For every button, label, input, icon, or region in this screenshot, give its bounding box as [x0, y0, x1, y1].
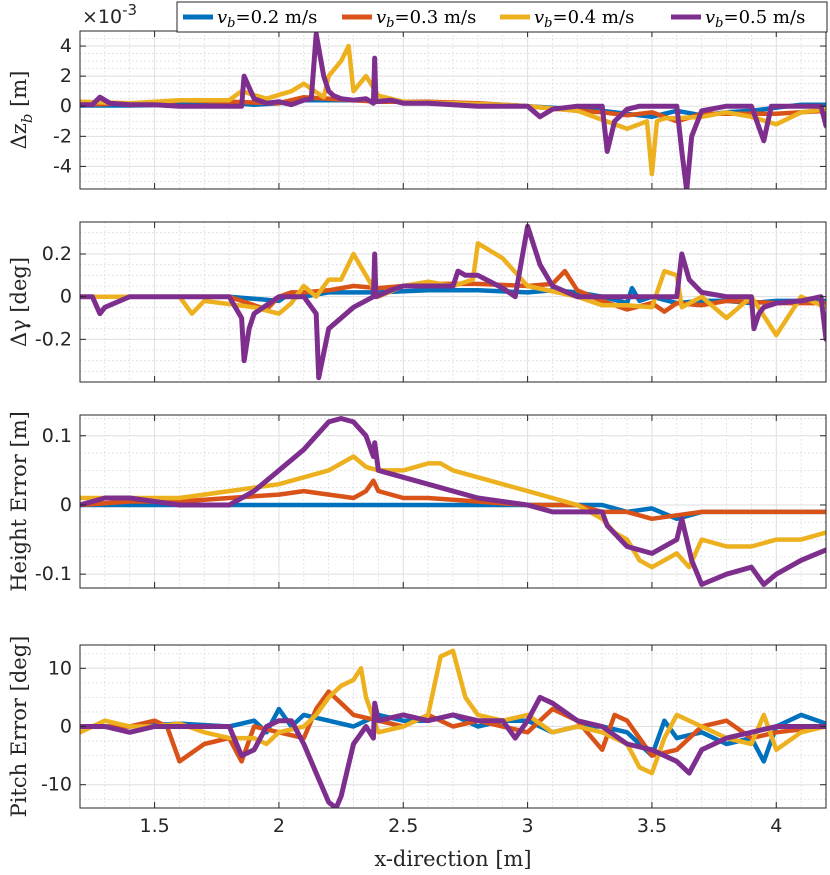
- y-tick-label: -2: [53, 125, 72, 147]
- x-tick-label: 2.5: [388, 815, 418, 837]
- series-line-2: [80, 268, 826, 314]
- series-line-3: [80, 241, 826, 338]
- y-tick-label: 10: [48, 657, 72, 679]
- legend-label: vb=0.2 m/s: [217, 7, 317, 31]
- x-axis-label-layer: x-direction [m]: [374, 847, 531, 871]
- x-tick-label: 2: [273, 815, 285, 837]
- legend: vb=0.2 m/s vb=0.3 m/s vb=0.4 m/s vb=0.5 m/s: [176, 1, 828, 33]
- y-tick-label: -4: [53, 155, 72, 177]
- axes-frame: [79, 221, 827, 383]
- y-tick-label: -0.2: [35, 328, 72, 350]
- y-tick-label: 0.2: [42, 243, 72, 265]
- legend-item: vb=0.3 m/s: [342, 7, 476, 31]
- y-tick-label: 0.1: [42, 425, 72, 447]
- series-group: [80, 416, 826, 587]
- series-line-4: [80, 223, 826, 381]
- legend-item: vb=0.2 m/s: [183, 7, 317, 31]
- y-axis-label: Height Error [m]: [7, 411, 31, 592]
- legend-label: vb=0.3 m/s: [376, 7, 476, 31]
- y-axis-label: Δzb [m]: [7, 71, 36, 150]
- axes-frame: [79, 414, 827, 589]
- minor-grid: [80, 221, 826, 383]
- series-line-4: [80, 31, 826, 189]
- panel-dz: -4 -2 0 2 4 Δzb [m] ×10-3: [7, 1, 827, 190]
- legend-label: vb=0.4 m/s: [534, 7, 634, 31]
- y-tick-label: 4: [60, 35, 72, 57]
- series-group: [80, 31, 826, 189]
- y-tick-label: 2: [60, 65, 72, 87]
- panel-dgamma: -0.2 0 0.2 Δγ [deg]: [7, 221, 827, 383]
- y-axis-label: Δγ [deg]: [7, 257, 31, 347]
- series-line-4: [80, 416, 826, 587]
- series-line-2: [80, 478, 826, 522]
- y-tick-label: 0: [60, 494, 72, 516]
- legend-label: vb=0.5 m/s: [705, 7, 805, 31]
- x-tick-label: 3.5: [637, 815, 667, 837]
- y-tick-label: 0: [60, 286, 72, 308]
- series-line-4: [80, 694, 826, 808]
- series-line-3: [80, 648, 826, 776]
- series-line-3: [80, 454, 826, 570]
- minor-grid: [80, 415, 826, 588]
- series-group: [80, 648, 826, 808]
- y-tick-label: -0.1: [35, 563, 72, 585]
- x-tick-label: 4: [770, 815, 782, 837]
- legend-item: vb=0.4 m/s: [500, 7, 634, 31]
- x-tick-label: 3: [522, 815, 534, 837]
- y-tick-label: 0: [60, 95, 72, 117]
- y-axis-label: Pitch Error [deg]: [7, 636, 31, 818]
- y-tick-label: -10: [41, 774, 72, 796]
- legend-item: vb=0.5 m/s: [671, 7, 805, 31]
- x-tick-label: 1.5: [139, 815, 169, 837]
- y-axis-multiplier: ×10-3: [82, 1, 137, 28]
- panel-pitch: -10 0 10 Pitch Error [deg] 1.5 2 2.5 3 3.5 4: [7, 636, 827, 837]
- panel-height: -0.1 0 0.1 Height Error [m]: [7, 411, 827, 592]
- panels-layer: -4 -2 0 2 4 Δzb [m] ×10-3 -0.2 0 0.2 Δγ [deg] -0.1 0…: [7, 1, 827, 837]
- y-tick-label: 0: [60, 716, 72, 738]
- series-group: [80, 223, 826, 381]
- x-axis-label: x-direction [m]: [374, 847, 531, 871]
